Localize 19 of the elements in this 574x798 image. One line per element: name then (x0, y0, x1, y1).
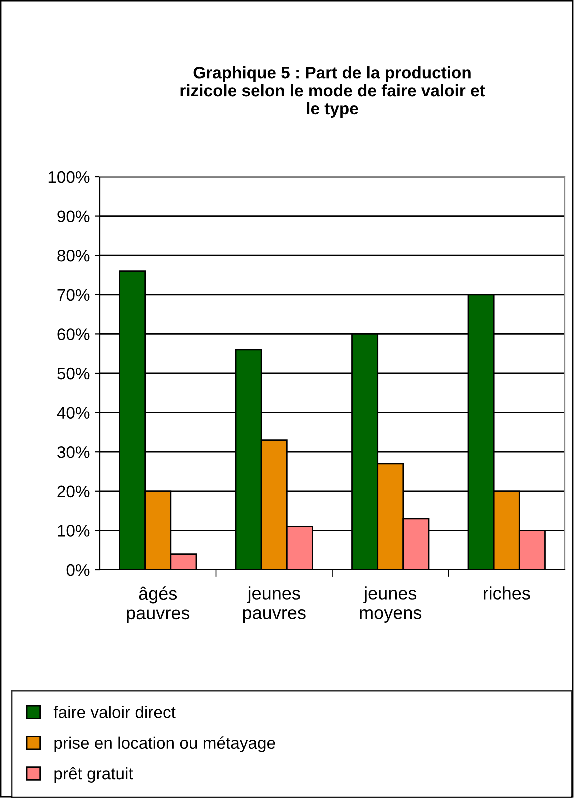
y-tick-label: 10% (58, 525, 90, 537)
x-tick-label: jeunes moyens (360, 586, 422, 623)
legend-label: prêt gratuit (54, 767, 134, 783)
y-tick-label: 30% (58, 446, 90, 458)
chart-title: Graphique 5 : Part de la production rizicole selon le mode de faire valoir et le type (180, 66, 486, 118)
y-tick-label: 20% (58, 486, 90, 498)
y-tick-label: 50% (58, 368, 90, 380)
y-tick-label: 80% (58, 250, 90, 262)
legend-label: prise en location ou métayage (54, 736, 276, 752)
y-tick-label: 90% (58, 210, 90, 223)
y-tick-label: 100% (48, 171, 90, 184)
y-tick-label: 0% (66, 564, 90, 576)
x-tick-label: riches (484, 586, 530, 600)
x-tick-label: âgés pauvres (127, 586, 190, 624)
y-tick-label: 60% (58, 328, 90, 340)
x-tick-label: jeunes pauvres (243, 586, 306, 623)
y-tick-label: 70% (58, 289, 90, 302)
y-tick-label: 40% (57, 407, 90, 420)
legend-label: faire valoir direct (54, 706, 176, 718)
